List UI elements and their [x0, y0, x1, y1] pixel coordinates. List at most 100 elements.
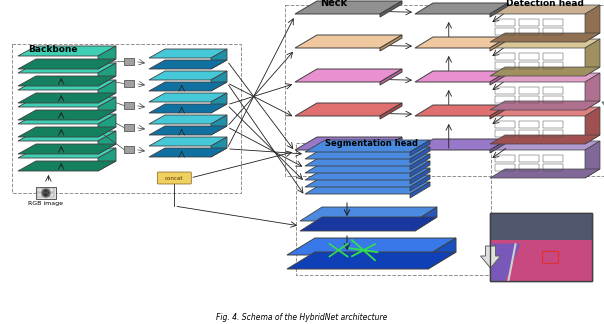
Polygon shape [149, 71, 227, 80]
Polygon shape [18, 97, 116, 107]
Polygon shape [18, 93, 116, 103]
Bar [124, 124, 134, 131]
Bar [543, 164, 563, 171]
Polygon shape [490, 139, 508, 153]
Polygon shape [305, 154, 430, 166]
Bar [519, 53, 539, 60]
Bar [543, 62, 563, 69]
Bar [495, 164, 515, 171]
Polygon shape [98, 97, 116, 120]
Bar [543, 28, 563, 35]
Polygon shape [305, 161, 430, 173]
Polygon shape [149, 82, 227, 91]
Bar [37, 193, 42, 197]
Polygon shape [18, 80, 116, 90]
Bar [543, 130, 563, 137]
Bar [124, 146, 134, 153]
Polygon shape [211, 93, 227, 113]
Polygon shape [149, 104, 227, 113]
Polygon shape [602, 93, 604, 112]
Polygon shape [585, 39, 600, 76]
Polygon shape [18, 63, 116, 73]
Polygon shape [490, 3, 508, 17]
Bar [490, 213, 592, 240]
Polygon shape [490, 33, 600, 42]
Bar [519, 28, 539, 35]
Polygon shape [98, 148, 116, 171]
Bar [43, 193, 48, 197]
Text: Detection head: Detection head [506, 0, 584, 8]
Bar [296, 143, 491, 275]
Polygon shape [410, 168, 430, 184]
Polygon shape [490, 71, 508, 85]
Polygon shape [481, 246, 501, 268]
Text: Backbone: Backbone [28, 45, 78, 54]
Polygon shape [98, 80, 116, 103]
Bar [495, 62, 515, 69]
Bar [495, 53, 515, 60]
Polygon shape [18, 144, 116, 154]
Polygon shape [490, 101, 600, 110]
Polygon shape [490, 37, 508, 51]
Bar [36, 187, 56, 199]
FancyBboxPatch shape [157, 172, 191, 184]
Polygon shape [149, 93, 227, 102]
Polygon shape [490, 244, 521, 281]
Polygon shape [295, 1, 402, 14]
Polygon shape [98, 131, 116, 154]
Bar [543, 155, 563, 162]
Polygon shape [305, 140, 430, 152]
Polygon shape [410, 161, 430, 177]
Polygon shape [490, 141, 600, 150]
Text: Fig. 4. Schema of the HybridNet architecture: Fig. 4. Schema of the HybridNet architec… [216, 313, 388, 322]
Polygon shape [211, 49, 227, 69]
Polygon shape [380, 69, 402, 85]
Polygon shape [490, 67, 600, 76]
Polygon shape [585, 5, 600, 42]
Polygon shape [380, 1, 402, 17]
Polygon shape [415, 207, 437, 231]
Bar [495, 19, 515, 26]
Polygon shape [149, 49, 227, 58]
Polygon shape [18, 76, 116, 86]
Polygon shape [149, 115, 227, 124]
Bar [285, 5, 604, 176]
Bar [542, 251, 558, 263]
Polygon shape [415, 3, 508, 14]
Polygon shape [18, 127, 116, 137]
Polygon shape [149, 60, 227, 69]
Bar [543, 87, 563, 94]
Polygon shape [287, 238, 456, 255]
Polygon shape [490, 73, 600, 82]
Polygon shape [295, 35, 402, 48]
Bar [490, 213, 592, 281]
Polygon shape [305, 168, 430, 180]
Polygon shape [490, 105, 508, 119]
Polygon shape [490, 39, 600, 48]
Polygon shape [415, 105, 508, 116]
Bar [495, 28, 515, 35]
Polygon shape [211, 115, 227, 135]
Bar [519, 130, 539, 137]
Polygon shape [585, 107, 600, 144]
Polygon shape [18, 131, 116, 141]
Polygon shape [415, 37, 508, 48]
Polygon shape [295, 69, 402, 82]
Bar [519, 19, 539, 26]
Circle shape [43, 191, 48, 195]
Bar [543, 121, 563, 128]
Polygon shape [490, 5, 600, 14]
Polygon shape [211, 137, 227, 157]
Polygon shape [149, 148, 227, 157]
Bar [495, 130, 515, 137]
Text: Neck: Neck [321, 0, 348, 8]
Polygon shape [18, 59, 116, 69]
Text: Segmentation head: Segmentation head [325, 139, 418, 148]
Polygon shape [415, 71, 508, 82]
Bar [124, 58, 134, 65]
Bar [519, 121, 539, 128]
Polygon shape [585, 73, 600, 110]
Polygon shape [18, 114, 116, 124]
Bar [49, 188, 54, 192]
Polygon shape [305, 147, 430, 159]
